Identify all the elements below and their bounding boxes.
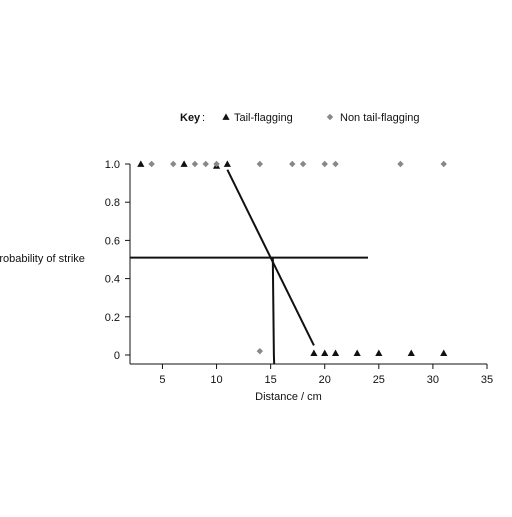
legend-triangle-marker: [222, 113, 229, 119]
non-tail-flagging-point: [148, 161, 154, 167]
tail-flagging-point: [224, 160, 231, 166]
legend-label-tail-flagging: Tail-flagging: [234, 112, 293, 124]
tail-flagging-point: [354, 349, 361, 355]
tail-flagging-point: [137, 160, 144, 166]
y-axis-label: Probability of strike: [0, 253, 85, 265]
non-tail-flagging-point: [257, 348, 263, 354]
tail-flagging-point: [408, 349, 415, 355]
tail-flagging-point: [440, 349, 447, 355]
x-tick-label: 35: [481, 374, 493, 386]
tail-flagging-point: [310, 349, 317, 355]
y-tick-label: 0.8: [105, 197, 120, 209]
x-tick-label: 10: [210, 374, 222, 386]
x-axis-label: Distance / cm: [255, 391, 322, 403]
legend: Key: Tail-flagging Non tail-flagging: [180, 112, 420, 124]
tail-flagging-point: [180, 160, 187, 166]
non-tail-flagging-fit: [273, 258, 274, 355]
y-tick-label: 0: [114, 350, 120, 362]
legend-title-colon: :: [202, 112, 205, 124]
y-tick-label: 0.2: [105, 312, 120, 324]
non-tail-flagging-point: [192, 161, 198, 167]
tail-flagging-point: [332, 349, 339, 355]
legend-title: Key: [180, 112, 201, 124]
non-tail-flagging-point: [257, 161, 263, 167]
non-tail-flagging-point: [213, 161, 219, 167]
y-tick-label: 1.0: [105, 159, 120, 171]
non-tail-flagging-point: [441, 161, 447, 167]
y-tick-label: 0.6: [105, 235, 120, 247]
non-tail-flagging-point: [332, 161, 338, 167]
x-tick-label: 15: [265, 374, 277, 386]
legend-label-non-tail-flagging: Non tail-flagging: [340, 112, 420, 124]
tail-flagging-point: [375, 349, 382, 355]
fit-lines: [130, 170, 368, 364]
non-tail-flagging-point: [322, 161, 328, 167]
non-tail-flagging-point: [397, 161, 403, 167]
y-tick-label: 0.4: [105, 274, 120, 286]
non-tail-flagging-point: [170, 161, 176, 167]
legend-diamond-marker: [327, 114, 333, 120]
non-tail-flagging-point: [203, 161, 209, 167]
x-tick-label: 5: [159, 374, 165, 386]
non-tail-flagging-point: [300, 161, 306, 167]
non-tail-flagging-point: [289, 161, 295, 167]
x-tick-label: 20: [319, 374, 331, 386]
x-tick-label: 25: [373, 374, 385, 386]
tail-flagging-point: [321, 349, 328, 355]
x-tick-label: 30: [427, 374, 439, 386]
axes: 5 10 15 20 25 30 35 0 0.2 0.4 0.6 0.8 1.0: [105, 159, 493, 386]
